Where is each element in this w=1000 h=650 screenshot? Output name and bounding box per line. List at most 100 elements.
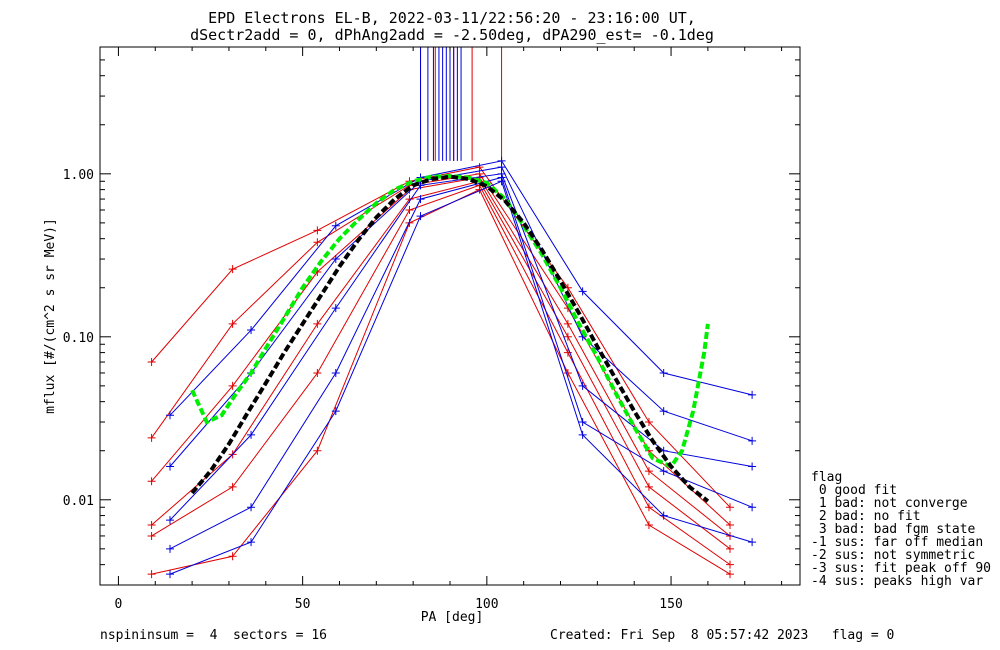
green-fit-curve: [190, 173, 710, 470]
data-point: [578, 381, 587, 390]
data-point: [659, 407, 668, 416]
data-point: [748, 436, 757, 445]
data-point: [644, 467, 653, 476]
data-point: [563, 332, 572, 341]
data-point: [331, 368, 340, 377]
data-point: [228, 265, 237, 274]
data-point: [313, 226, 322, 235]
data-point: [659, 368, 668, 377]
footer-right: Created: Fri Sep 8 05:57:42 2023 flag = …: [550, 628, 894, 643]
data-point: [726, 560, 734, 569]
data-point: [748, 503, 757, 512]
data-point: [563, 319, 572, 328]
data-layer: [147, 47, 757, 579]
flag-legend-entry: -2 sus: not symmetric: [811, 548, 975, 563]
data-point: [563, 348, 572, 357]
chart-title-line2: dSectr2add = 0, dPhAng2add = -2.50deg, d…: [190, 26, 714, 44]
data-point: [228, 319, 237, 328]
y-tick-label: 1.00: [63, 168, 94, 183]
y-axis-label: mflux [#/(cm^2 s sr MeV)]: [43, 218, 58, 414]
data-point: [475, 163, 484, 172]
data-point: [166, 516, 174, 525]
data-point: [313, 238, 322, 247]
data-point: [563, 368, 572, 377]
footer-left: nspininsum = 4 sectors = 16: [100, 628, 327, 643]
flag-legend-entry: -1 sus: far off median: [811, 535, 983, 550]
data-point: [247, 503, 256, 512]
x-tick-label: 0: [115, 597, 123, 612]
series-line-0: [151, 166, 731, 508]
data-point: [748, 390, 757, 399]
data-point: [147, 521, 156, 530]
data-point: [578, 418, 587, 427]
data-point: [247, 430, 256, 439]
data-point: [416, 195, 425, 204]
series-line-2: [151, 176, 731, 537]
flag-legend-title: flag: [811, 470, 842, 485]
series-line-1: [151, 173, 731, 526]
data-point: [313, 368, 322, 377]
data-point: [313, 319, 322, 328]
data-point: [497, 163, 506, 172]
data-point: [726, 570, 734, 579]
series-line-5: [151, 188, 731, 575]
flag-legend-entry: -3 sus: fit peak off 90: [811, 561, 991, 576]
data-point: [644, 503, 653, 512]
data-point: [405, 218, 414, 227]
plot-frame: [99, 46, 801, 586]
plot-area: 0 50 100 150 0.01 0.10 1.00: [63, 46, 800, 612]
flag-legend-entry: -4 sus: peaks high var: [811, 574, 983, 589]
flag-legend: flag 0 good fit 1 bad: not converge 2 ba…: [811, 470, 991, 589]
series-line-7: [169, 166, 753, 467]
data-point: [644, 418, 653, 427]
data-point: [726, 521, 734, 530]
data-point: [166, 570, 174, 579]
series-line-10: [169, 180, 753, 575]
data-point: [247, 538, 256, 547]
data-point: [166, 544, 174, 553]
data-point: [166, 411, 174, 420]
data-point: [228, 552, 237, 561]
flag-legend-entry: 3 bad: bad fgm state: [811, 522, 976, 537]
data-point: [331, 221, 340, 230]
data-point: [147, 570, 156, 579]
data-point: [147, 433, 156, 442]
series-line-6: [169, 160, 753, 416]
data-point: [228, 381, 237, 390]
x-tick-label: 150: [659, 597, 682, 612]
x-tick-label: 100: [475, 597, 498, 612]
data-point: [644, 482, 653, 491]
data-point: [147, 477, 156, 486]
data-point: [659, 467, 668, 476]
flag-legend-entry: 1 bad: not converge: [811, 496, 968, 511]
data-point: [331, 255, 340, 264]
series-line-3: [151, 180, 731, 550]
data-point: [166, 462, 174, 471]
data-point: [497, 177, 506, 186]
flag-legend-entry: 2 bad: no fit: [811, 509, 921, 524]
data-point: [313, 446, 322, 455]
flag-legend-entry: 0 good fit: [811, 483, 897, 498]
y-tick-label: 0.01: [63, 494, 94, 509]
data-point: [147, 358, 156, 367]
series-line-4: [151, 184, 731, 566]
data-point: [247, 326, 256, 335]
data-point: [726, 503, 734, 512]
chart-title-line1: EPD Electrons EL-B, 2022-03-11/22:56:20 …: [208, 9, 696, 27]
data-point: [578, 430, 587, 439]
data-point: [331, 304, 340, 313]
x-axis-label: PA [deg]: [421, 610, 484, 625]
data-point: [659, 511, 668, 520]
data-point: [644, 521, 653, 530]
series-line-8: [169, 173, 753, 521]
y-tick-label: 0.10: [63, 331, 94, 346]
data-point: [748, 462, 757, 471]
data-point: [578, 287, 587, 296]
data-point: [228, 482, 237, 491]
series-line-9: [169, 176, 753, 550]
data-point: [748, 538, 757, 547]
data-point: [331, 407, 340, 416]
data-point: [416, 212, 425, 221]
data-point: [405, 205, 414, 214]
